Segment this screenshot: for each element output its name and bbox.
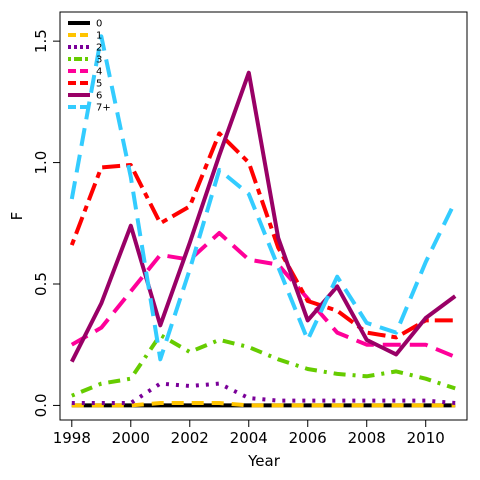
series-line-3 [71,333,456,398]
series-line-1 [71,401,456,408]
y-tick-label: 1.0 [32,151,50,175]
series-line-6 [70,70,457,363]
x-tick-label: 2010 [407,429,445,447]
legend-label: 0 [96,19,102,30]
legend-label: 3 [96,55,102,66]
x-tick-label: 2004 [230,429,268,447]
x-tick-label: 2008 [348,429,386,447]
legend-label: 4 [96,67,102,78]
x-axis-label: Year [247,452,281,470]
y-axis-label: F [8,212,26,221]
series-line-7plus [69,34,457,362]
legend-label: 2 [96,43,102,54]
series-line-2 [71,381,456,405]
series-line-4 [70,231,456,359]
legend-label: 1 [96,31,102,42]
x-tick-label: 2006 [289,429,327,447]
legend-label: 5 [96,79,102,90]
y-axis: 0.0 0.5 1.0 1.5 [32,29,61,417]
x-tick-label: 1998 [53,429,91,447]
series-line-5 [69,131,456,340]
legend-label: 7+ [96,103,111,114]
plot-frame [59,11,468,421]
y-tick-label: 1.5 [32,29,50,53]
y-tick-label: 0.0 [32,393,50,417]
x-axis: 1998 2000 2002 2004 2006 2008 2010 [53,419,445,447]
y-tick-label: 0.5 [32,272,50,296]
legend-label: 6 [96,91,102,102]
series-layer [69,34,457,408]
x-tick-label: 2000 [112,429,150,447]
x-tick-label: 2002 [171,429,209,447]
